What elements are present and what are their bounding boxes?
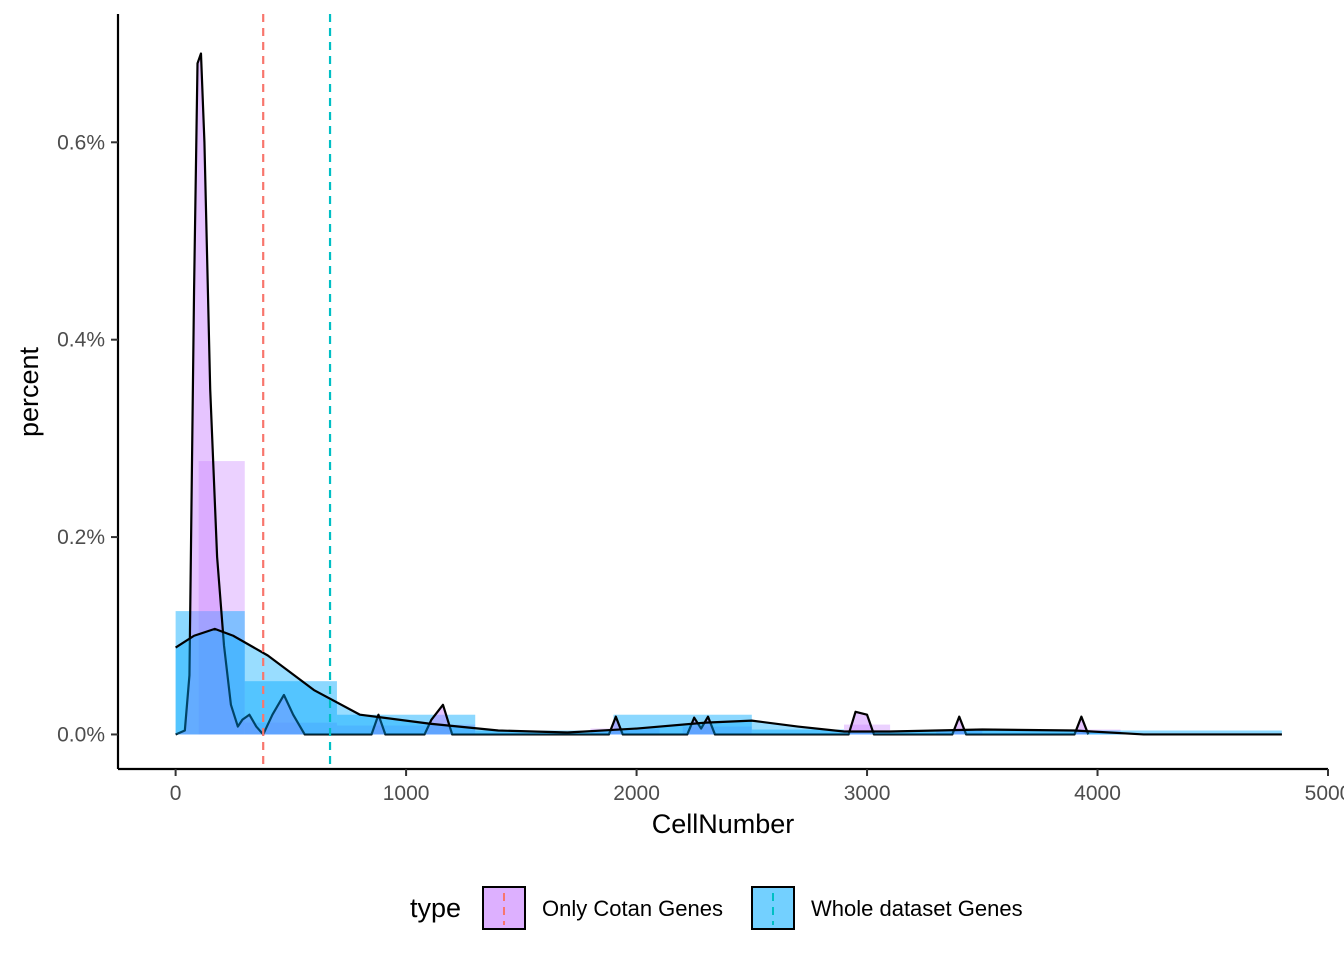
- histogram-bar: [751, 729, 844, 735]
- histogram-bar: [590, 728, 660, 735]
- histogram-bar: [936, 729, 983, 735]
- density-only-cotan: [175, 52, 1090, 736]
- density-line: [175, 627, 1282, 736]
- y-tick-label: 0.2%: [57, 526, 105, 549]
- y-tick-label: 0.4%: [57, 329, 105, 352]
- histogram-bar: [844, 724, 891, 735]
- x-axis-title: CellNumber: [652, 809, 795, 839]
- density-area: [175, 53, 1089, 735]
- legend-key-only-cotan: [482, 886, 526, 930]
- histogram-bar: [244, 722, 337, 735]
- x-tick-label: 4000: [1074, 782, 1121, 805]
- legend-title: type: [410, 893, 461, 923]
- legend: type Only Cotan Genes Whole dataset Gene…: [410, 886, 1023, 930]
- y-axis-title: percent: [14, 346, 44, 437]
- y-tick-label: 0.0%: [57, 723, 105, 746]
- histogram-bar: [682, 726, 752, 735]
- mean-lines: [262, 14, 332, 769]
- density-whole-dataset: [175, 627, 1282, 736]
- histogram-bar: [429, 724, 476, 735]
- legend-key-whole-dataset: [751, 886, 795, 930]
- legend-label-only-cotan: Only Cotan Genes: [542, 896, 723, 921]
- x-tick-label: 3000: [844, 782, 891, 805]
- density-line: [175, 52, 1090, 736]
- histogram-bar: [198, 461, 245, 735]
- legend-label-whole-dataset: Whole dataset Genes: [811, 896, 1023, 921]
- x-tick-label: 0: [170, 782, 182, 805]
- y-tick-label: 0.6%: [57, 131, 105, 154]
- y-axis-ticks: 0.0% 0.2% 0.4% 0.6%: [57, 131, 118, 746]
- histogram-bar: [844, 730, 1282, 735]
- density-area: [175, 628, 1282, 735]
- x-tick-label: 1000: [383, 782, 430, 805]
- histogram-bar: [336, 714, 476, 735]
- x-tick-label: 2000: [613, 782, 660, 805]
